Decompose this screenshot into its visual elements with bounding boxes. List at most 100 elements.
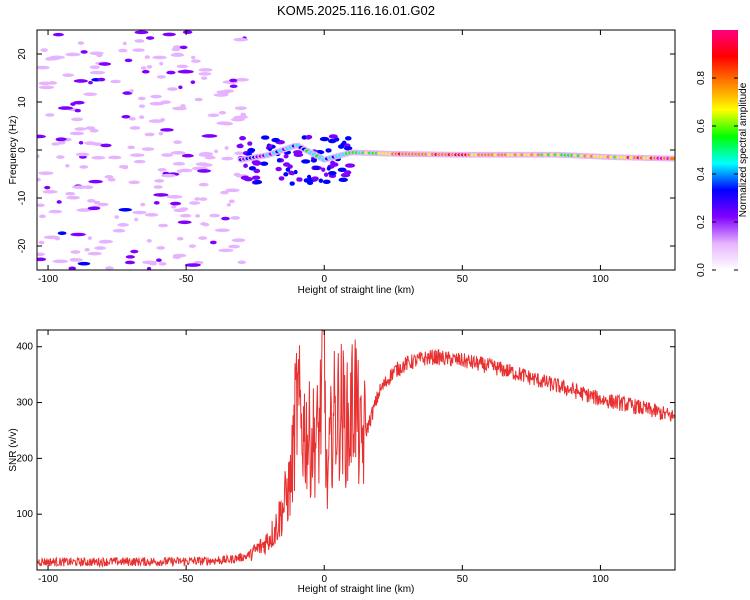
spectrogram-noise-blob [65, 164, 70, 168]
spectrogram-noise-blob [78, 262, 91, 266]
spectrogram-noise-blob [114, 215, 119, 219]
spectrogram-noise-blob [79, 165, 88, 169]
spectrogram-noise-blob [87, 199, 95, 203]
spectrogram-noise-blob [171, 48, 180, 52]
spectrogram-noise-blob [130, 250, 138, 254]
spectrogram-noise-blob [182, 154, 194, 158]
spectrogram-noise-blob [167, 195, 183, 199]
spectrogram-transition-blob [325, 148, 331, 152]
spectrogram-transition-blob [306, 135, 311, 139]
spectrogram-noise-blob [150, 95, 162, 99]
spectrogram-noise-blob [83, 92, 97, 96]
spectrogram-noise-blob [229, 79, 237, 83]
spectrogram-noise-blob [75, 109, 81, 113]
spectrogram-transition-blob [320, 137, 329, 141]
spectrogram-noise-blob [91, 156, 105, 160]
x-tick-label: 50 [457, 274, 469, 285]
spectrogram-noise-blob [217, 90, 230, 94]
spectrogram-noise-blob [110, 80, 121, 84]
spectrogram-noise-blob [128, 181, 140, 185]
spectrogram-noise-blob [88, 252, 102, 256]
spectrogram-noise-blob [70, 258, 78, 262]
spectrogram-transition-blob [290, 181, 295, 185]
spectrogram-noise-blob [70, 250, 80, 254]
spectrogram-noise-blob [142, 70, 150, 74]
colorbar-tick-label: 0.4 [696, 167, 707, 181]
spectrogram-noise-blob [139, 104, 145, 108]
spectrogram-noise-blob [216, 121, 230, 125]
spectrogram-noise-blob [218, 249, 233, 253]
spectrogram-transition-blob [342, 141, 347, 145]
spectrogram-transition-blob [319, 178, 323, 182]
spectrogram-transition-blob [345, 163, 355, 167]
spectrogram-transition-blob [243, 164, 248, 168]
spectrogram-noise-blob [147, 239, 152, 243]
spectrogram-noise-blob [132, 211, 146, 215]
x-tick-label: 50 [457, 574, 469, 585]
spectrogram-noise-blob [228, 245, 240, 249]
spectrogram-noise-blob [203, 223, 210, 227]
spectrogram-noise-blob [161, 153, 173, 157]
spectrogram-noise-blob [146, 36, 154, 40]
spectrogram-noise-blob [180, 214, 192, 218]
spectrogram-noise-blob [84, 248, 90, 252]
snr-y-axis-label: SNR (v/v) [8, 428, 19, 471]
spectrogram-noise-blob [99, 240, 113, 244]
spectrogram-noise-blob [170, 202, 181, 206]
spectrogram-noise-blob [199, 152, 213, 156]
spectrogram-transition-blob [301, 159, 310, 163]
snr-x-axis-label: Height of straight line (km) [298, 584, 415, 595]
y-tick-label: -10 [17, 190, 28, 205]
x-tick-label: -50 [179, 274, 194, 285]
colorbar-label: Normalized spectral amplitude [738, 82, 749, 217]
spectrogram-noise-blob [166, 71, 175, 75]
spectrogram-noise-blob [65, 192, 75, 196]
y-tick-label: 100 [16, 509, 33, 520]
spectrogram-noise-blob [104, 175, 113, 179]
colorbar: 0.0 0.2 0.4 0.6 0.8 Normalized spectral ampl… [696, 30, 749, 277]
spectrogram-noise-blob [56, 137, 67, 141]
spectrogram-noise-blob [173, 255, 181, 259]
spectrogram-noise-blob [49, 210, 63, 214]
spectrogram-transition-blob [284, 154, 289, 158]
spectrogram-noise-blob [85, 126, 95, 130]
spectrogram-noise-blob [159, 62, 163, 66]
spectrogram-noise-blob [230, 84, 238, 88]
colorbar-tick-label: 0.0 [696, 263, 707, 277]
spectrogram-transition-blob [253, 169, 260, 173]
spectrogram-noise-blob [167, 87, 178, 91]
spectrogram-noise-blob [113, 229, 126, 233]
spectrogram-transition-blob [328, 139, 336, 143]
spectrogram-transition-blob [329, 134, 338, 138]
spectrogram-noise-blob [191, 59, 201, 63]
spectrogram-ridge-mark [670, 157, 675, 160]
spectrogram-noise-blob [204, 156, 215, 160]
spectrogram-noise-blob [159, 262, 167, 266]
spectrogram-transition-blob [296, 177, 300, 181]
spectrogram-transition-blob [324, 172, 328, 176]
spectrogram-transition-blob [338, 144, 344, 148]
spectrogram-transition-blob [247, 148, 255, 152]
spectrogram-noise-blob [202, 134, 218, 138]
spectrogram-noise-blob [44, 235, 60, 239]
spectrogram-noise-blob [38, 171, 53, 175]
spectrogram-transition-blob [277, 158, 281, 162]
x-tick-label: 100 [592, 574, 609, 585]
spectrogram-noise-blob [99, 62, 111, 66]
spectrogram-noise-blob [119, 208, 132, 212]
spectrogram-noise-blob [65, 53, 80, 57]
spectrogram-transition-blob [345, 136, 352, 140]
spectrogram-noise-blob [100, 144, 111, 148]
spectrogram-noise-blob [53, 33, 64, 37]
spectrogram-noise-blob [191, 80, 196, 84]
colorbar-tick-label: 0.6 [696, 119, 707, 133]
spectrogram-noise-blob [62, 73, 74, 77]
spectrogram-noise-blob [58, 231, 67, 235]
figure-canvas: -100 -50 0 50 100 -20-1001020 Height of stra… [0, 0, 750, 600]
spectrogram-noise-blob [180, 104, 186, 108]
spectrogram-noise-blob [233, 38, 248, 42]
spectrogram-noise-blob [118, 49, 127, 53]
spectrogram-transition-blob [247, 141, 252, 145]
spectrogram-noise-blob [157, 75, 166, 79]
spectrogram-noise-blob [150, 102, 165, 106]
